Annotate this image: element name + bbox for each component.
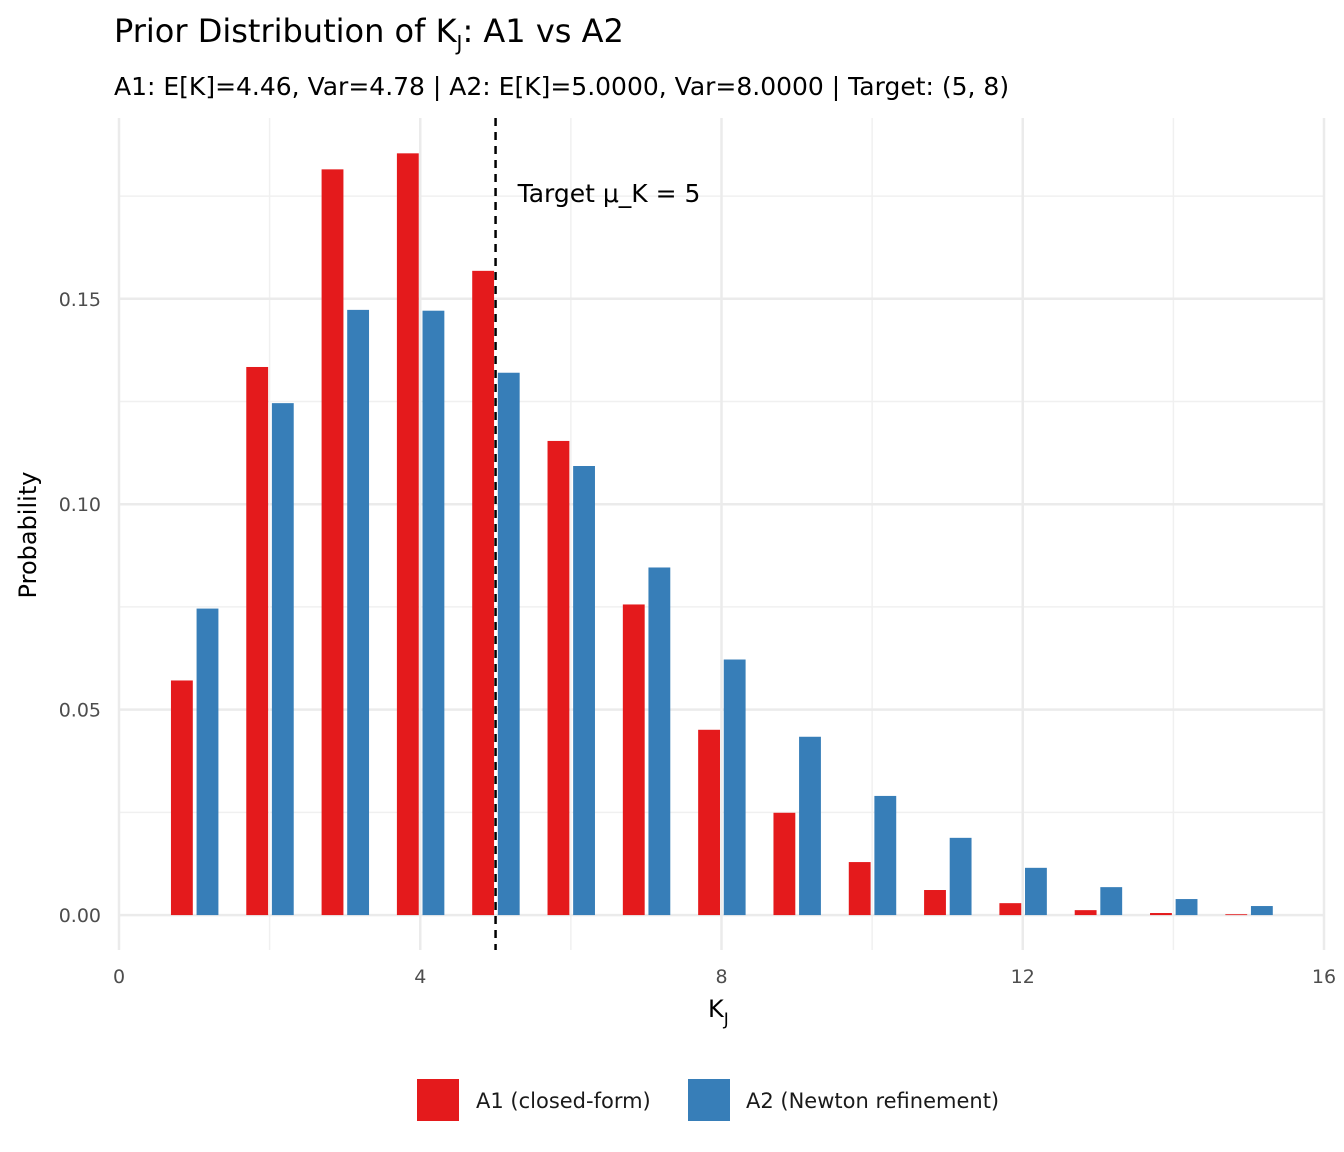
bar-a2-k15	[1250, 906, 1273, 916]
bar-a2-k4	[422, 310, 445, 916]
bar-a2-k13	[1100, 887, 1123, 916]
bar-a1-k2	[246, 366, 269, 916]
bar-a1-k11	[924, 890, 946, 916]
bar-a1-k1	[170, 680, 193, 916]
legend-swatch-a2	[688, 1079, 730, 1121]
bar-a2-k2	[271, 403, 294, 916]
legend-label-a2: A2 (Newton refinement)	[746, 1089, 999, 1113]
bar-a2-k10	[874, 795, 897, 916]
bar-a1-k13	[1074, 910, 1097, 916]
legend: A1 (closed-form) A2 (Newton refinement)	[417, 1079, 999, 1121]
bar-a2-k5	[497, 372, 520, 916]
y-tick-label: 0.15	[59, 289, 101, 311]
bar-a1-k10	[848, 862, 871, 916]
bar-a2-k7	[648, 567, 671, 916]
chart-subtitle: A1: E[K]=4.46, Var=4.78 | A2: E[K]=5.000…	[114, 72, 1009, 101]
bar-a2-k12	[1025, 867, 1047, 916]
bar-a1-k12	[999, 903, 1022, 916]
y-tick-label: 0.00	[59, 905, 101, 927]
x-tick-label: 8	[715, 966, 727, 988]
legend-swatch-a1	[417, 1079, 459, 1121]
bar-a1-k3	[321, 169, 344, 916]
x-tick-label: 4	[414, 966, 426, 988]
ticks: 0 4 8 12 16 0.00 0.05 0.10 0.15	[59, 289, 1336, 988]
bar-a1-k15	[1225, 914, 1248, 916]
x-tick-label: 0	[113, 966, 125, 988]
bar-a1-k14	[1150, 913, 1172, 916]
y-tick-label: 0.05	[59, 700, 101, 722]
y-axis-label: Probability	[14, 472, 42, 599]
bar-a2-k6	[573, 466, 595, 916]
bar-a2-k14	[1175, 899, 1198, 916]
x-tick-label: 16	[1312, 966, 1336, 988]
x-axis-label: KJ	[708, 995, 729, 1030]
bar-a1-k7	[622, 604, 645, 916]
legend-label-a1: A1 (closed-form)	[476, 1089, 651, 1113]
bar-a1-k6	[547, 440, 570, 916]
bars	[170, 153, 1273, 916]
reference-line-label: Target μ_K = 5	[517, 179, 701, 208]
bar-a2-k11	[949, 837, 972, 916]
x-tick-label: 12	[1011, 966, 1035, 988]
bar-a1-k8	[698, 729, 720, 916]
bar-a2-k8	[723, 659, 746, 916]
chart-title: Prior Distribution of KJ: A1 vs A2	[114, 12, 624, 55]
bar-a1-k5	[472, 270, 495, 916]
grid	[117, 118, 1326, 950]
bar-a1-k9	[773, 812, 796, 916]
y-tick-label: 0.10	[59, 494, 101, 516]
bar-a2-k9	[799, 736, 821, 916]
bar-a1-k4	[396, 153, 419, 916]
bar-a2-k1	[196, 608, 219, 916]
bar-a2-k3	[347, 309, 370, 916]
